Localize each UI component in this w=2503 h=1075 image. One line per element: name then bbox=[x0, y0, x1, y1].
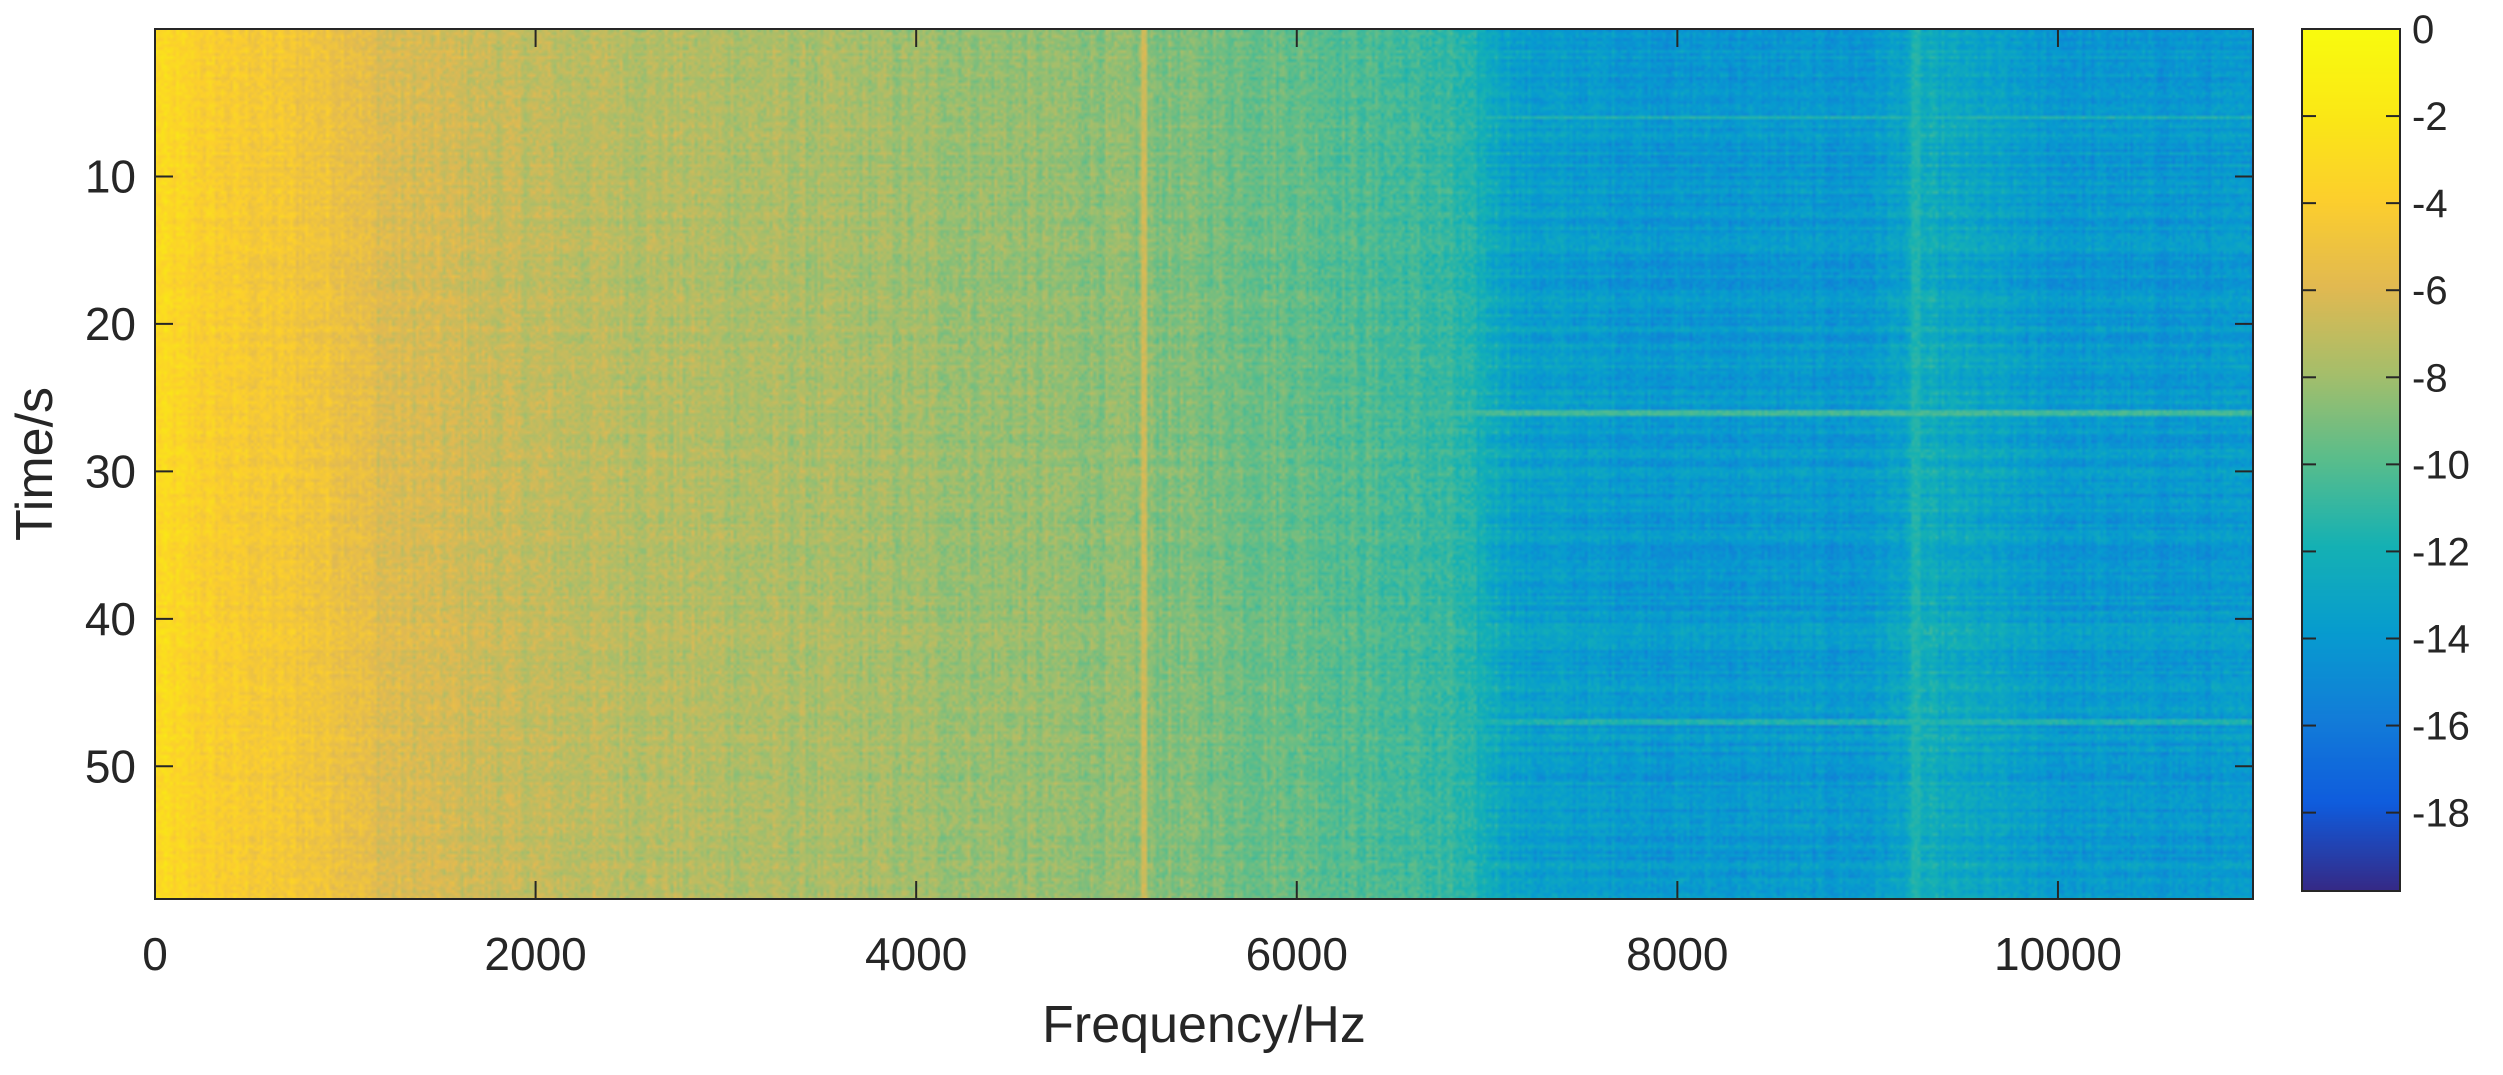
y-tick-label: 30 bbox=[85, 445, 136, 497]
x-tick-label: 6000 bbox=[1246, 928, 1348, 980]
colorbar-ticks: 0 -2 -4 -6 -8 -10 -12 -14 -16 -18 bbox=[2302, 8, 2470, 836]
x-tick-label: 4000 bbox=[865, 928, 967, 980]
heatmap-plot bbox=[154, 28, 2254, 900]
y-axis: 10 20 30 40 50 bbox=[85, 150, 2253, 792]
x-tick-label: 0 bbox=[142, 928, 168, 980]
colorbar-tick-label: 0 bbox=[2412, 8, 2434, 52]
colorbar: 0 -2 -4 -6 -8 -10 -12 -14 -16 -18 bbox=[2301, 8, 2470, 892]
colorbar-tick-label: -8 bbox=[2412, 356, 2448, 400]
colorbar-tick-label: -18 bbox=[2412, 792, 2470, 836]
y-axis-label: Time/s bbox=[6, 387, 64, 541]
y-tick-label: 20 bbox=[85, 298, 136, 350]
colorbar-tick-label: -14 bbox=[2412, 617, 2470, 661]
heatmap-image bbox=[155, 29, 2253, 899]
y-tick-label: 40 bbox=[85, 593, 136, 645]
y-tick-label: 10 bbox=[85, 150, 136, 202]
x-axis: 0 2000 4000 6000 8000 10000 bbox=[142, 29, 2122, 980]
colorbar-frame bbox=[2301, 28, 2401, 892]
x-axis-label: Frequency/Hz bbox=[1042, 996, 1366, 1054]
x-tick-label: 2000 bbox=[484, 928, 586, 980]
colorbar-tick-label: -10 bbox=[2412, 443, 2470, 487]
colorbar-tick-label: -6 bbox=[2412, 269, 2448, 313]
colorbar-tick-label: -2 bbox=[2412, 95, 2448, 139]
colorbar-tick-label: -4 bbox=[2412, 182, 2448, 226]
colorbar-tick-label: -16 bbox=[2412, 705, 2470, 749]
y-tick-label: 50 bbox=[85, 740, 136, 792]
colorbar-tick-label: -12 bbox=[2412, 530, 2470, 574]
x-tick-label: 8000 bbox=[1626, 928, 1728, 980]
x-tick-label: 10000 bbox=[1994, 928, 2122, 980]
plot-frame bbox=[154, 28, 2254, 900]
colorbar-gradient bbox=[2302, 29, 2400, 891]
